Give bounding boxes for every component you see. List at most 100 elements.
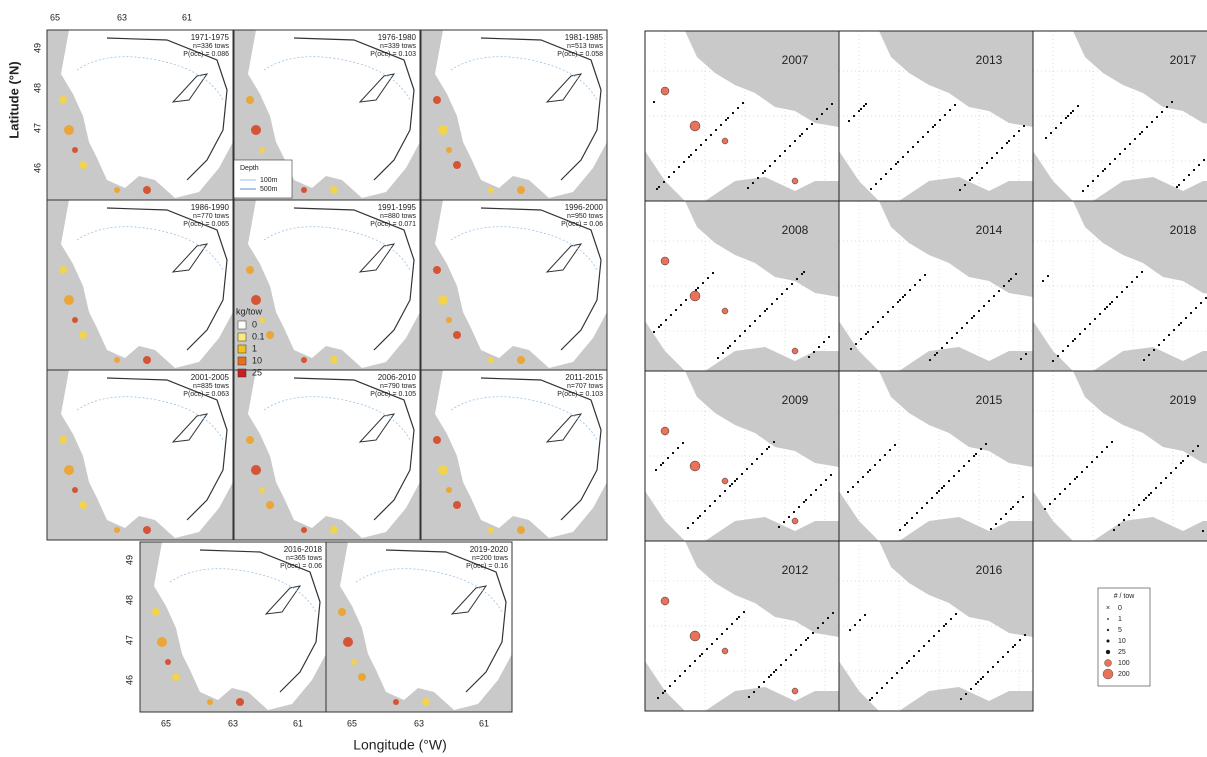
tow-point (988, 300, 990, 302)
tow-point (919, 279, 921, 281)
panel-n: n=339 tows (380, 43, 416, 50)
tow-point (1151, 121, 1153, 123)
catch-spot (301, 187, 307, 193)
map (645, 31, 839, 201)
tow-point (1170, 472, 1172, 474)
tow-point (1111, 441, 1113, 443)
catch-spot (517, 526, 525, 534)
count-legend-symbol (1102, 668, 1114, 680)
tow-point (982, 676, 984, 678)
catch-spot (114, 357, 120, 363)
tow-point (941, 347, 943, 349)
tow-point (1160, 482, 1162, 484)
tow-point (909, 289, 911, 291)
tow-point (1146, 126, 1148, 128)
tow-point (758, 686, 760, 688)
tow-point (1010, 508, 1012, 510)
panel-p: P(occ) = 0.105 (370, 391, 416, 398)
tow-point (674, 680, 676, 682)
tow-point (865, 103, 867, 105)
tow-point (955, 613, 957, 615)
tow-point (987, 671, 989, 673)
tow-point (852, 486, 854, 488)
tow-point (1074, 478, 1076, 480)
x-axis-label: Longitude (°W) (353, 737, 447, 753)
lon-tick-label: 65 (347, 718, 357, 728)
catch-circle (689, 460, 701, 472)
tow-point (1111, 301, 1113, 303)
tow-point (848, 120, 850, 122)
tow-point (1070, 112, 1072, 114)
tow-point (683, 161, 685, 163)
tow-point (1178, 184, 1180, 186)
lon-tick-label: 61 (182, 12, 192, 22)
tow-point (1065, 117, 1067, 119)
tow-point (1072, 340, 1074, 342)
tow-point (822, 622, 824, 624)
catch-spot (64, 125, 74, 135)
catch-spot (64, 295, 74, 305)
tow-point (665, 319, 667, 321)
tow-point (932, 126, 934, 128)
tow-point (715, 129, 717, 131)
count-legend-symbol (1104, 659, 1112, 667)
panel-period: 1996-2000 (565, 203, 604, 212)
count-legend-label: 200 (1118, 671, 1130, 678)
panel-p: P(occ) = 0.086 (183, 51, 229, 58)
kg-legend-swatch (237, 332, 247, 342)
tow-point (739, 335, 741, 337)
tow-point (729, 485, 731, 487)
tow-point (860, 338, 862, 340)
tow-point (902, 156, 904, 158)
panel-year: 2019 (1170, 393, 1197, 407)
kg-legend-label: 1 (252, 343, 257, 353)
tow-point (1139, 133, 1141, 135)
tow-point (943, 485, 945, 487)
tow-point (766, 448, 768, 450)
tow-point (672, 452, 674, 454)
tow-point (716, 638, 718, 640)
tow-point (770, 674, 772, 676)
catch-spot (517, 356, 525, 364)
tow-point (1148, 354, 1150, 356)
tow-point (953, 475, 955, 477)
tow-point (1006, 142, 1008, 144)
tow-point (931, 497, 933, 499)
tow-point (778, 526, 780, 528)
catch-spot (301, 527, 307, 533)
tow-point (954, 104, 956, 106)
tow-point (1064, 488, 1066, 490)
tow-point (721, 633, 723, 635)
tow-point (933, 635, 935, 637)
tow-point (680, 304, 682, 306)
tow-point (722, 352, 724, 354)
tow-point (776, 298, 778, 300)
catch-spot (422, 698, 430, 706)
tow-point (872, 326, 874, 328)
catch-circle (791, 687, 799, 695)
tow-point (869, 469, 871, 471)
tow-point (741, 473, 743, 475)
tow-point (1062, 350, 1064, 352)
tow-point (664, 690, 666, 692)
catch-spot (114, 527, 120, 533)
tow-point (949, 109, 951, 111)
tow-point (699, 655, 701, 657)
tow-point (1183, 179, 1185, 181)
tow-point (768, 676, 770, 678)
tow-point (904, 294, 906, 296)
tow-point (860, 108, 862, 110)
tow-point (1203, 159, 1205, 161)
tow-point (725, 119, 727, 121)
panel-year: 2007 (782, 53, 809, 67)
tow-point (1156, 116, 1158, 118)
tow-point (854, 624, 856, 626)
catch-spot (72, 317, 78, 323)
tow-point (812, 632, 814, 634)
tow-point (1161, 111, 1163, 113)
tow-point (807, 637, 809, 639)
lon-tick-label: 65 (161, 718, 171, 728)
tow-point (981, 167, 983, 169)
tow-point (682, 442, 684, 444)
tow-point (692, 522, 694, 524)
